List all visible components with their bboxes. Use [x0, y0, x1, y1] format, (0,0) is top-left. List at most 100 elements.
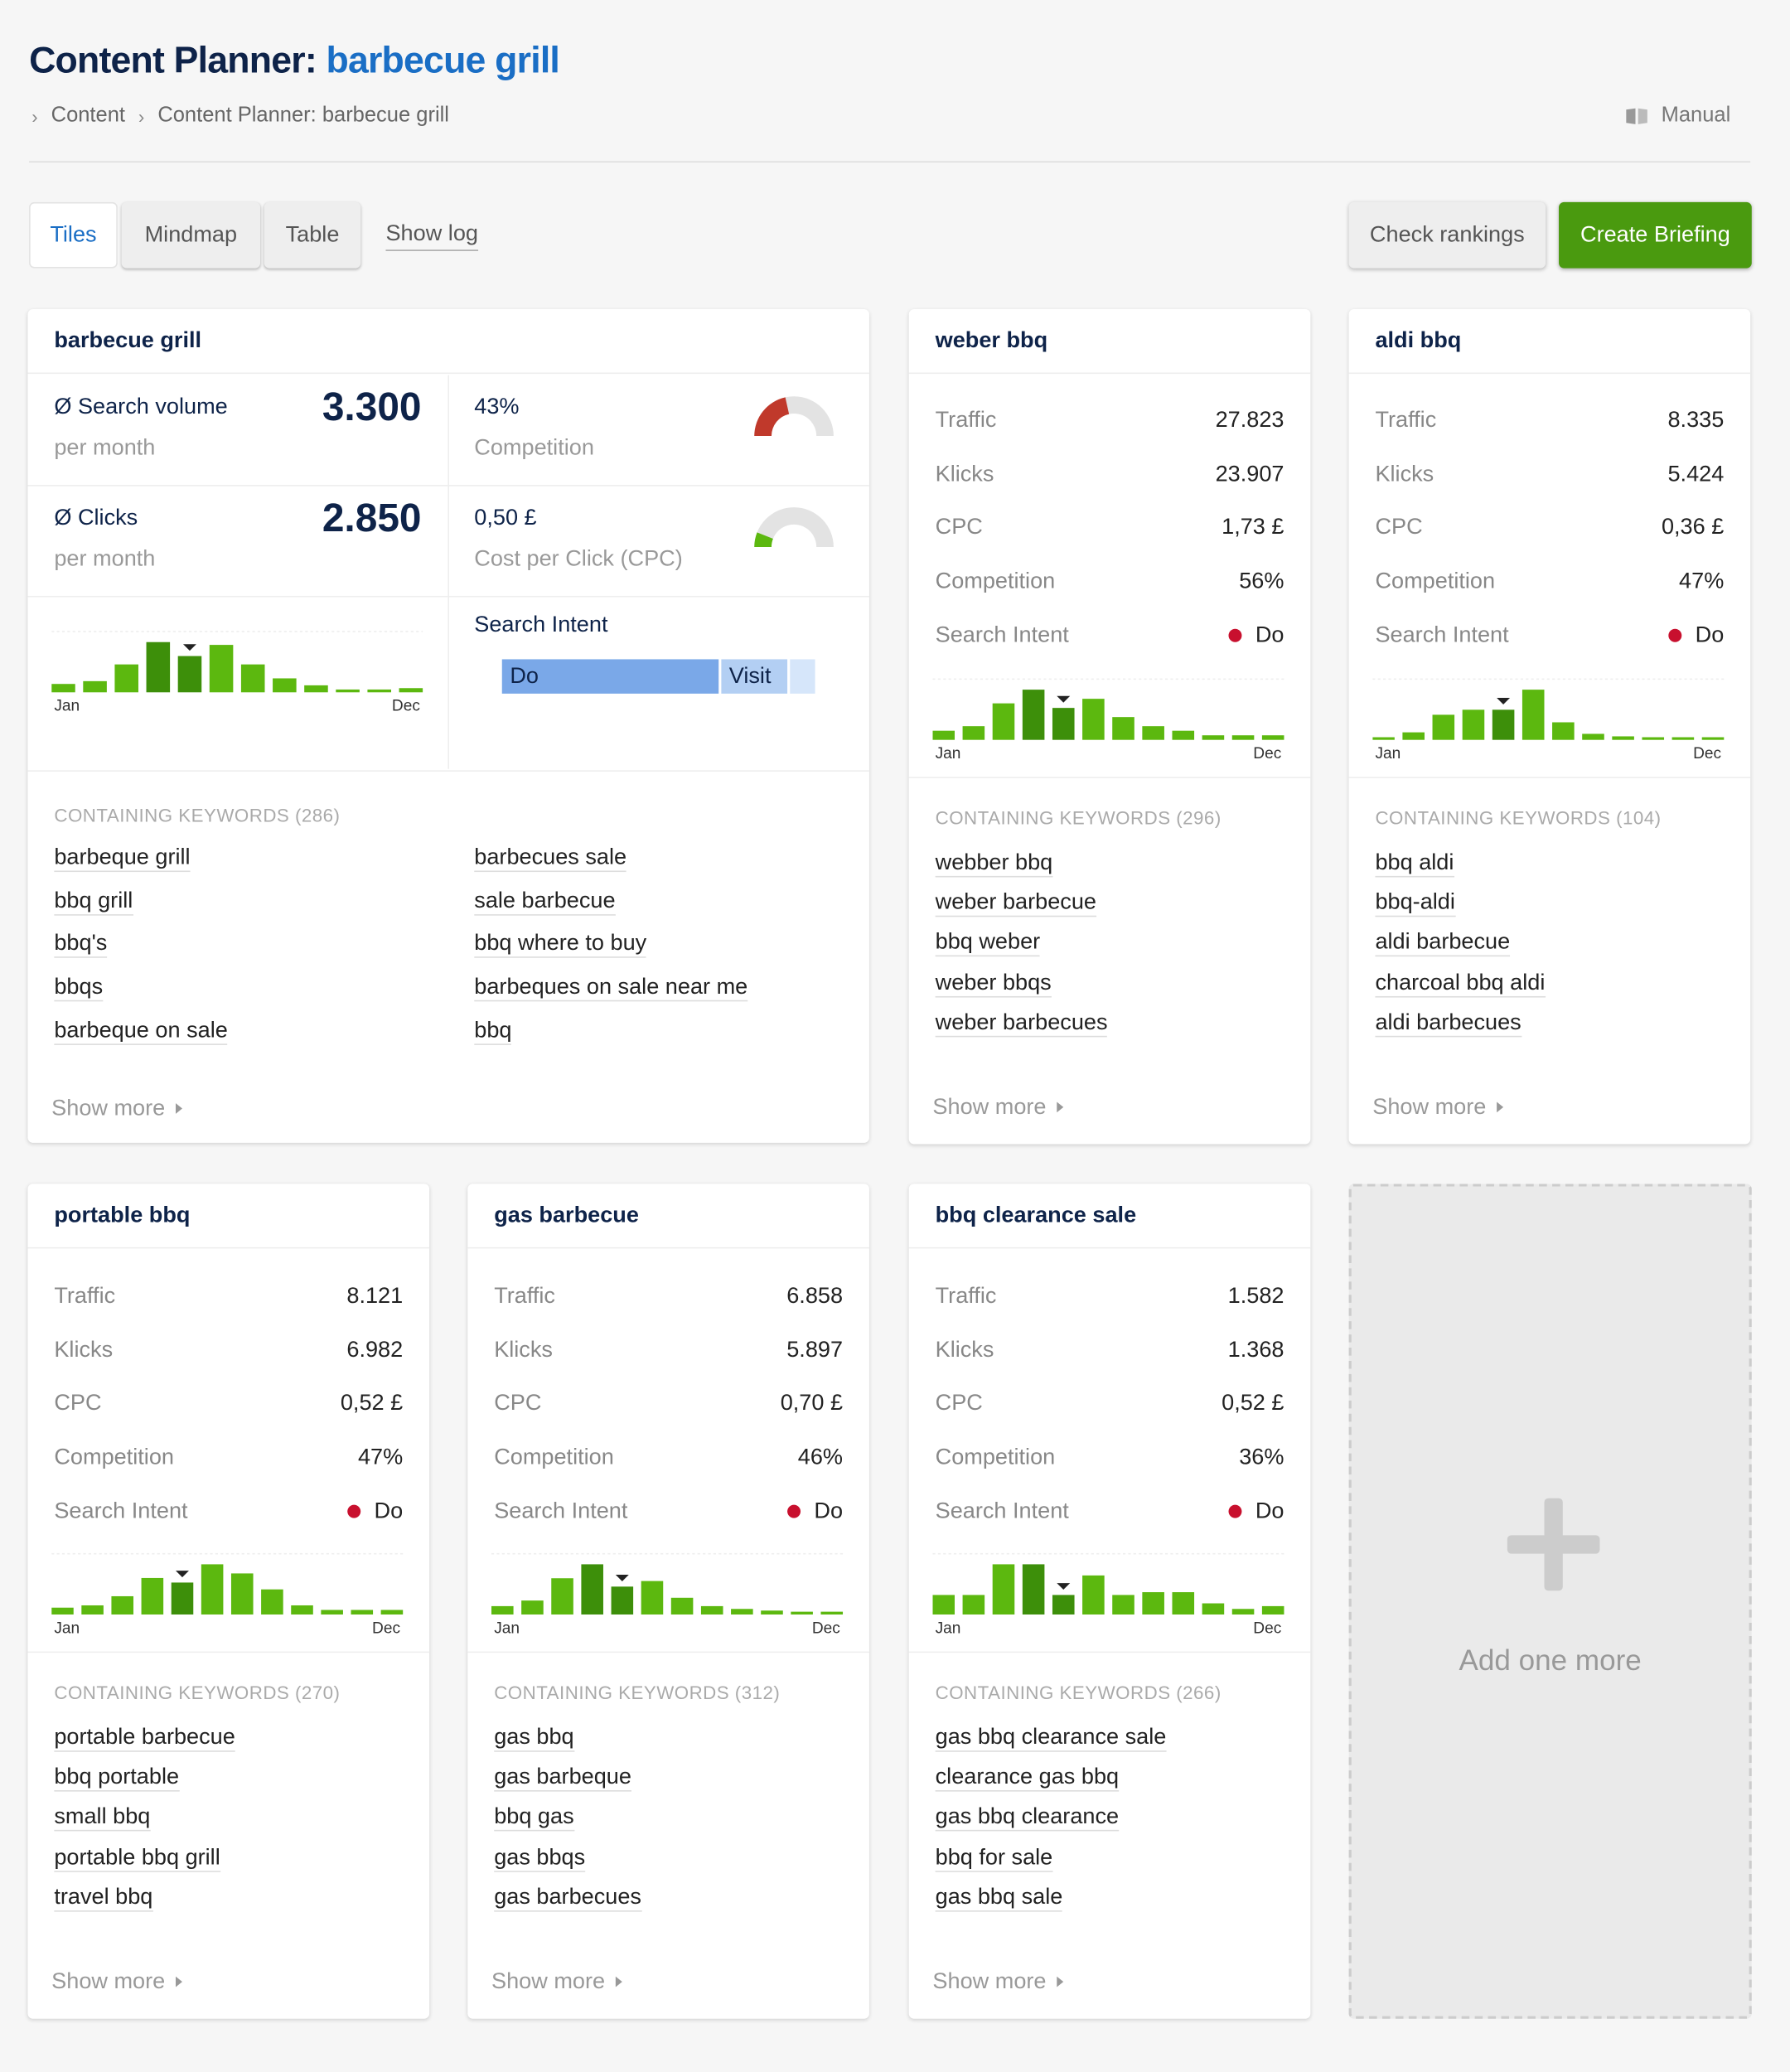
chart-bar — [81, 1605, 104, 1615]
show-more-link[interactable]: Show more — [1372, 1094, 1504, 1121]
show-log-link[interactable]: Show log — [385, 202, 478, 269]
chart-bar — [367, 689, 391, 693]
keyword-card-title[interactable]: gas barbecue — [467, 1184, 869, 1249]
clicks-sublabel: per month — [54, 545, 156, 571]
keyword-link[interactable]: portable bbq grill — [54, 1843, 220, 1872]
intent-do-dot-icon — [1668, 628, 1682, 642]
keyword-link[interactable]: bbq portable — [54, 1764, 180, 1792]
keyword-card-title[interactable]: bbq clearance sale — [908, 1184, 1311, 1249]
keyword-link[interactable]: barbecues sale — [474, 844, 627, 873]
keyword-link[interactable]: gas barbecues — [494, 1883, 641, 1912]
competition-metric-text: 47% — [1679, 567, 1725, 593]
cpc-metric-label: CPC — [494, 1389, 542, 1416]
book-icon — [1625, 108, 1647, 124]
search-intent-metric-value: Do — [1228, 1498, 1284, 1525]
keyword-link[interactable]: gas bbqs — [494, 1843, 586, 1872]
chart-bar — [111, 1595, 134, 1615]
keywords-title: CONTAINING KEYWORDS (286) — [54, 804, 341, 826]
keyword-link[interactable]: gas bbq clearance — [935, 1803, 1120, 1832]
keyword-link[interactable]: clearance gas bbq — [935, 1764, 1120, 1792]
keyword-link[interactable]: aldi barbecues — [1375, 1009, 1522, 1038]
keyword-link[interactable]: bbq-aldi — [1375, 889, 1455, 917]
keyword-link[interactable]: bbq grill — [54, 888, 133, 916]
keyword-card-title[interactable]: weber bbq — [908, 309, 1311, 375]
chart-start-label: Jan — [1375, 745, 1401, 762]
keyword-link[interactable]: bbq where to buy — [474, 930, 647, 958]
keyword-link[interactable]: weber bbqs — [935, 969, 1052, 997]
intent-do-dot-icon — [787, 1504, 801, 1518]
keyword-link[interactable]: weber barbecues — [935, 1009, 1108, 1038]
competition-metric: Competition 46% — [494, 1440, 843, 1472]
keyword-link[interactable]: travel bbq — [54, 1883, 153, 1912]
check-rankings-button[interactable]: Check rankings — [1348, 201, 1546, 269]
keyword-link[interactable]: barbeque grill — [54, 844, 191, 873]
intent-do-dot-icon — [1228, 1504, 1242, 1518]
keyword-link[interactable]: gas bbq — [494, 1724, 574, 1752]
search-intent-metric-text: Do — [1255, 622, 1284, 648]
chart-bar — [1022, 690, 1045, 740]
show-more-link[interactable]: Show more — [491, 1968, 622, 1995]
add-one-more-label: Add one more — [1459, 1644, 1642, 1677]
keyword-card: aldi bbq Traffic 8.335 Klicks 5.424 CPC 0,36 £… — [1348, 309, 1751, 1145]
chart-bar — [1492, 709, 1515, 740]
card-divider — [27, 1651, 430, 1653]
keyword-link[interactable]: bbqs — [54, 973, 103, 1002]
keyword-link[interactable]: bbq gas — [494, 1803, 574, 1832]
keyword-card-title[interactable]: aldi bbq — [1348, 309, 1751, 375]
keyword-link[interactable]: aldi barbecue — [1375, 929, 1511, 957]
chart-bar — [336, 689, 360, 693]
search-intent-label: Search Intent — [474, 612, 608, 637]
keyword-link[interactable]: bbq aldi — [1375, 850, 1454, 878]
show-more-link[interactable]: Show more — [932, 1094, 1064, 1121]
keyword-link[interactable]: portable barbecue — [54, 1724, 235, 1752]
chart-bar — [141, 1577, 164, 1615]
keyword-link[interactable]: bbq's — [54, 930, 108, 958]
keyword-link[interactable]: weber barbecue — [935, 889, 1096, 917]
intent-do-bar: Do — [501, 659, 719, 694]
traffic-metric-value: 1.582 — [1228, 1283, 1284, 1310]
plus-icon — [1507, 1535, 1600, 1554]
manual-link[interactable]: Manual — [1624, 104, 1730, 128]
show-more-link[interactable]: Show more — [51, 1096, 182, 1122]
tab-tiles[interactable]: Tiles — [29, 201, 118, 269]
caret-right-icon — [175, 1976, 182, 1987]
caret-right-icon — [175, 1103, 182, 1114]
competition-metric-label: Competition — [54, 1443, 174, 1469]
chart-start-label: Jan — [936, 745, 961, 762]
traffic-metric-label: Traffic — [54, 1282, 116, 1309]
chart-bar — [1231, 735, 1255, 740]
keyword-card-title[interactable]: portable bbq — [27, 1184, 430, 1249]
chart-bar — [1202, 1603, 1225, 1615]
keyword-link[interactable]: webber bbq — [935, 850, 1053, 878]
chart-bar — [146, 641, 171, 693]
card-divider — [467, 1651, 869, 1653]
breadcrumb-content[interactable]: Content — [51, 104, 125, 128]
klicks-metric-label: Klicks — [494, 1336, 553, 1362]
cpc-metric-value: 0,52 £ — [341, 1390, 403, 1416]
keyword-link[interactable]: barbeques on sale near me — [474, 973, 748, 1002]
chart-bar — [731, 1609, 753, 1615]
keyword-link[interactable]: barbeque on sale — [54, 1017, 228, 1045]
create-briefing-button[interactable]: Create Briefing — [1559, 201, 1752, 269]
keyword-link[interactable]: gas barbeque — [494, 1764, 631, 1792]
show-more-link[interactable]: Show more — [932, 1968, 1064, 1995]
keyword-link[interactable]: gas bbq sale — [935, 1883, 1063, 1912]
keyword-trend-chart: Jan Dec — [932, 1552, 1284, 1637]
keyword-link[interactable]: small bbq — [54, 1803, 151, 1832]
chart-end-label: Dec — [812, 1619, 840, 1637]
keyword-link[interactable]: charcoal bbq aldi — [1375, 969, 1546, 997]
main-card-title[interactable]: barbecue grill — [27, 309, 869, 375]
keyword-link[interactable]: bbq — [474, 1017, 512, 1045]
keyword-link[interactable]: bbq weber — [935, 929, 1041, 957]
header-divider — [29, 161, 1751, 163]
tab-table[interactable]: Table — [264, 201, 361, 269]
tab-mindmap[interactable]: Mindmap — [121, 201, 261, 269]
keyword-link[interactable]: gas bbq clearance sale — [935, 1724, 1167, 1752]
show-more-link[interactable]: Show more — [51, 1968, 182, 1995]
traffic-metric: Traffic 27.823 — [936, 404, 1284, 436]
keyword-link[interactable]: bbq for sale — [935, 1843, 1053, 1872]
add-one-more-card[interactable]: Add one more — [1348, 1184, 1752, 2019]
traffic-metric-text: 27.823 — [1215, 406, 1284, 433]
keyword-link[interactable]: sale barbecue — [474, 888, 616, 916]
chart-bar — [1082, 699, 1105, 740]
